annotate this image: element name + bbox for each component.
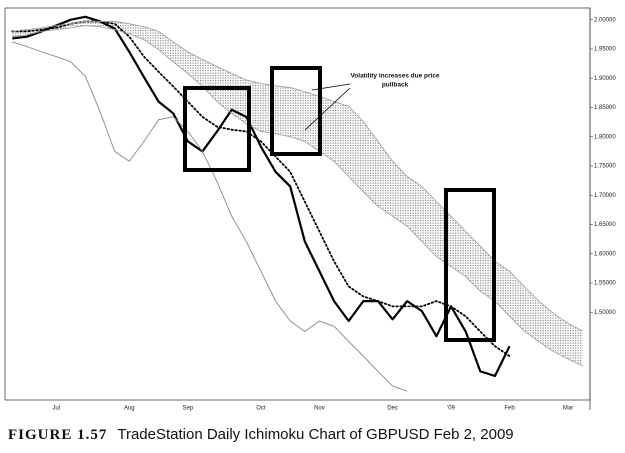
y-tick-label: 1.60000 bbox=[594, 251, 616, 257]
highlight-box bbox=[444, 188, 496, 342]
x-tick-label: Aug bbox=[124, 406, 135, 412]
x-tick-label: Feb bbox=[504, 406, 515, 412]
figure-number: FIGURE 1.57 bbox=[8, 427, 108, 443]
y-tick-label: 1.50000 bbox=[594, 310, 616, 316]
y-tick-label: 1.65000 bbox=[594, 222, 616, 228]
series-line bbox=[12, 25, 583, 367]
y-tick-label: 1.85000 bbox=[594, 105, 616, 111]
x-tick-label: Oct bbox=[256, 406, 266, 412]
x-tick-label: Nov bbox=[314, 406, 325, 412]
x-tick-label: Mar bbox=[563, 406, 573, 412]
y-tick-label: 2.00000 bbox=[594, 17, 616, 23]
y-tick-label: 1.55000 bbox=[594, 281, 616, 287]
x-tick-label: Sep bbox=[182, 406, 193, 412]
series-line bbox=[12, 41, 408, 392]
y-tick-label: 1.75000 bbox=[594, 164, 616, 170]
chart: Volatility increases due price pullback … bbox=[4, 7, 616, 412]
y-tick-label: 1.80000 bbox=[594, 134, 616, 140]
highlight-box bbox=[183, 86, 251, 172]
x-tick-label: Dec bbox=[387, 406, 398, 412]
cloud-fill bbox=[12, 21, 583, 367]
y-tick-label: 1.70000 bbox=[594, 193, 616, 199]
annotation: pullback bbox=[382, 82, 409, 89]
annotation: Volatility increases due price bbox=[350, 73, 439, 80]
y-tick-label: 1.95000 bbox=[594, 47, 616, 53]
arrow bbox=[304, 87, 351, 131]
arrow bbox=[311, 83, 351, 91]
caption: FIGURE 1.57 TradeStation Daily Ichimoku C… bbox=[8, 426, 514, 444]
caption-text: TradeStation Daily Ichimoku Chart of GBP… bbox=[117, 426, 514, 443]
highlight-box bbox=[270, 66, 322, 156]
x-tick-label: Jul bbox=[52, 406, 60, 412]
series-layer bbox=[11, 15, 583, 392]
y-tick-label: 1.90000 bbox=[594, 76, 616, 82]
series-line bbox=[11, 20, 511, 358]
series-line bbox=[12, 15, 511, 378]
x-tick-label: '09 bbox=[447, 406, 455, 412]
series-line bbox=[12, 21, 583, 332]
